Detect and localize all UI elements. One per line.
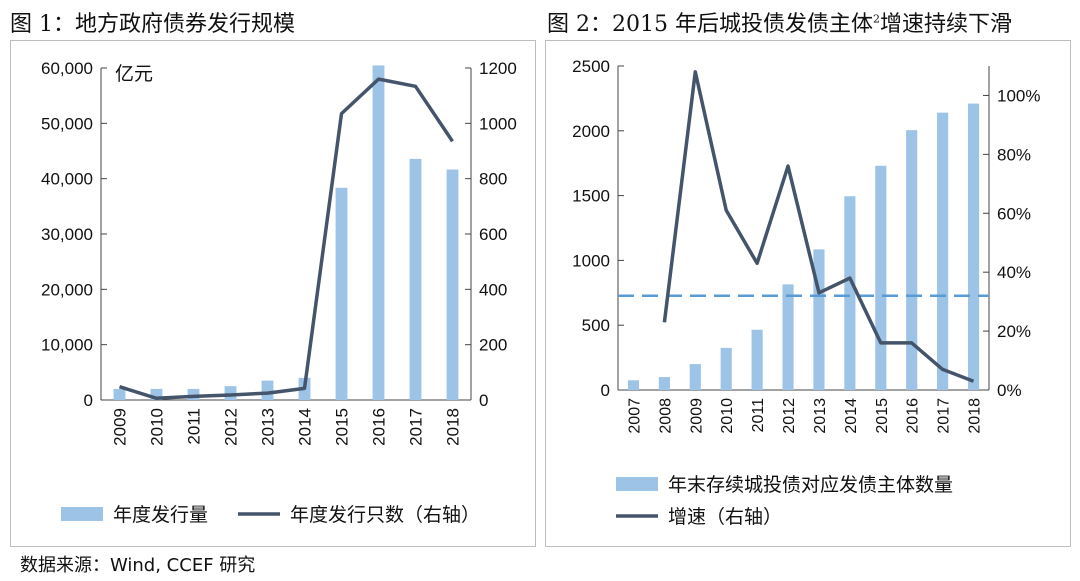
- chart2-category-label: 2010: [719, 398, 736, 434]
- chart1-left-tick-label: 10,000: [41, 336, 93, 355]
- chart2-category-label: 2009: [688, 398, 705, 434]
- chart2-category-label: 2012: [781, 398, 798, 434]
- chart1-bar-2017: [409, 158, 422, 400]
- chart1-bar-2010: [150, 388, 163, 400]
- chart2-bar-2016: [906, 130, 918, 390]
- chart1-bar-2012: [224, 386, 237, 400]
- chart1-left-tick-label: 60,000: [41, 59, 93, 78]
- chart2-left-tick-label: 2000: [572, 122, 610, 141]
- chart2-category-label: 2011: [750, 398, 767, 433]
- chart2-title-tail: 增速持续下滑: [879, 12, 1012, 37]
- chart2-panel: 0 500 1000 1500 2000 2500 0% 20% 40% 60% 80% 100% 20…: [545, 40, 1071, 547]
- chart1-right-tick-label: 600: [479, 225, 507, 244]
- chart1-right-tick-label: 0: [479, 391, 488, 410]
- chart2-category-label: 2018: [967, 398, 984, 434]
- data-source-note: 数据来源：Wind, CCEF 研究: [20, 555, 256, 576]
- chart2-bar-2007: [627, 380, 640, 390]
- chart2-right-tick-label: 100%: [997, 86, 1040, 105]
- chart2-bar-2017: [937, 112, 949, 390]
- chart2-bar-2009: [689, 364, 701, 390]
- chart2-title: 图 2：2015 年后城投债发债主体2增速持续下滑: [547, 6, 1012, 38]
- chart1-right-tick-label: 400: [479, 280, 507, 299]
- chart2-category-label: 2013: [812, 398, 829, 434]
- chart2-left-tick-label: 500: [582, 316, 610, 335]
- chart1-category-label: 2017: [407, 408, 426, 446]
- chart1-bar-2011: [187, 388, 200, 400]
- chart1-category-label: 2011: [185, 408, 204, 445]
- chart2-right-tick-label: 20%: [997, 322, 1031, 341]
- chart2-category-label: 2008: [657, 398, 674, 434]
- chart1-category-label: 2012: [222, 408, 241, 446]
- chart2-right-tick-label: 60%: [997, 204, 1031, 223]
- chart1-unit-label: 亿元: [115, 63, 153, 85]
- chart2-right-tick-label: 0%: [997, 381, 1022, 400]
- chart2-svg: 0 500 1000 1500 2000 2500 0% 20% 40% 60% 80% 100% 20…: [572, 57, 1040, 528]
- chart1-title: 图 1：地方政府债券发行规模: [10, 12, 295, 37]
- chart2-legend-bar-swatch: [616, 477, 658, 491]
- chart1-right-tick-label: 1000: [479, 114, 517, 133]
- chart1-category-label: 2010: [148, 408, 167, 446]
- chart2-left-tick-label: 1500: [572, 187, 610, 206]
- chart2-category-label: 2016: [905, 398, 922, 434]
- chart1-bar-2015: [335, 187, 348, 400]
- chart1-legend-line-label: 年度发行只数（右轴）: [290, 504, 480, 526]
- chart2-category-label: 2007: [626, 398, 643, 434]
- chart2-bar-2008: [658, 377, 670, 390]
- chart1-legend-bar-swatch: [61, 507, 103, 521]
- chart2-bar-2013: [813, 249, 825, 390]
- chart1-category-label: 2015: [333, 408, 352, 446]
- chart2-title-footnote: 2: [872, 12, 880, 26]
- chart1-line-series: [118, 77, 454, 401]
- chart2-legend-line-label: 增速（右轴）: [668, 506, 782, 528]
- chart1-category-label: 2014: [296, 408, 315, 446]
- chart2-category-label: 2017: [936, 398, 953, 434]
- chart1-category-label: 2009: [111, 408, 130, 446]
- chart1-svg: 0 10,000 20,000 30,000 40,000 50,000 60,000 0 20…: [41, 59, 517, 526]
- chart2-bar-2010: [720, 347, 732, 390]
- chart1-right-tick-label: 200: [479, 336, 507, 355]
- chart2-left-tick-label: 0: [601, 381, 610, 400]
- chart1-bar-2016: [372, 65, 385, 400]
- chart1-legend-bar-label: 年度发行量: [113, 504, 208, 526]
- chart2-category-label: 2014: [843, 398, 860, 434]
- chart1-category-label: 2018: [444, 408, 463, 446]
- chart2-bar-2018: [967, 103, 980, 391]
- chart2-left-tick-label: 1000: [572, 251, 610, 270]
- chart2-category-label: 2015: [874, 398, 891, 434]
- chart1-right-tick-label: 800: [479, 170, 507, 189]
- chart1-category-label: 2013: [259, 408, 278, 446]
- chart1-left-tick-label: 30,000: [41, 225, 93, 244]
- chart1-left-tick-label: 0: [84, 391, 93, 410]
- chart2-title-main: 图 2：2015 年后城投债发债主体: [547, 12, 873, 37]
- chart1-panel: 0 10,000 20,000 30,000 40,000 50,000 60,000 0 20…: [10, 40, 536, 547]
- chart2-right-tick-label: 80%: [997, 145, 1031, 164]
- chart1-category-label: 2016: [370, 408, 389, 446]
- chart1-left-tick-label: 50,000: [41, 114, 93, 133]
- chart1-left-tick-label: 20,000: [41, 280, 93, 299]
- chart1-bar-2018: [446, 169, 459, 400]
- chart2-legend-bar-label: 年末存续城投债对应发债主体数量: [668, 474, 953, 496]
- chart1-right-tick-label: 1200: [479, 59, 517, 78]
- chart2-bar-2015: [875, 165, 887, 390]
- chart1-bar-2013: [261, 380, 274, 400]
- chart2-bar-2012: [782, 284, 794, 390]
- chart2-bar-2011: [751, 329, 763, 390]
- chart1-left-tick-label: 40,000: [41, 170, 93, 189]
- chart2-bar-2014: [844, 196, 856, 390]
- chart2-left-tick-label: 2500: [572, 57, 610, 76]
- chart2-right-tick-label: 40%: [997, 263, 1031, 282]
- chart1-bar-2009: [113, 388, 126, 400]
